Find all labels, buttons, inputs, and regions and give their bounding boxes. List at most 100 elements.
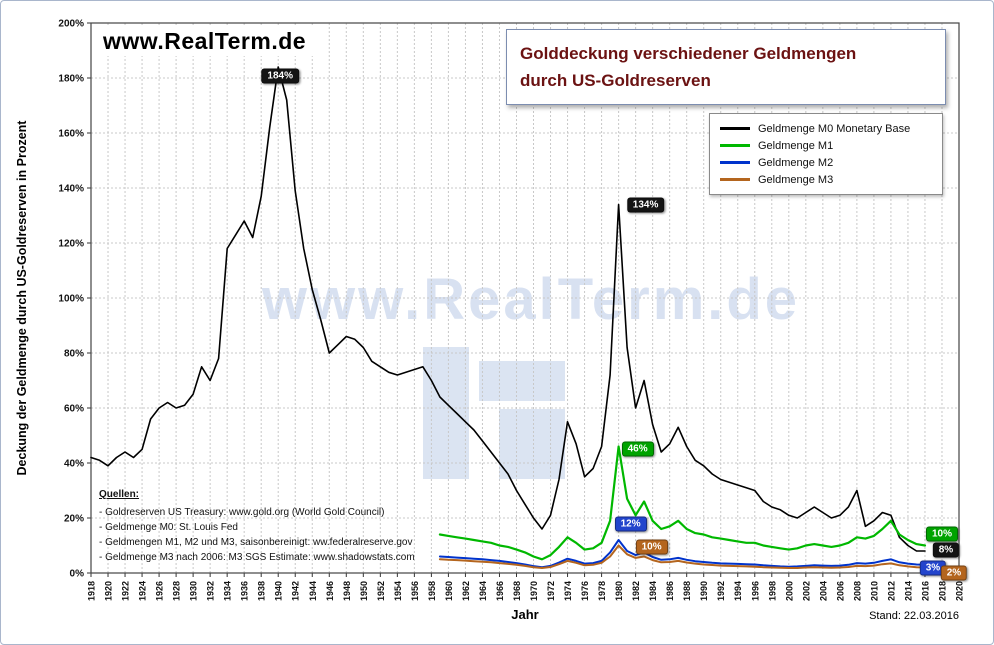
svg-text:1972: 1972 bbox=[546, 581, 556, 601]
y-axis-tick-labels: 0% 20% 40% 60% 80% 100% 120% 140% 160% 180% 200% bbox=[58, 19, 91, 580]
svg-text:1946: 1946 bbox=[325, 581, 335, 601]
svg-text:1962: 1962 bbox=[461, 581, 471, 601]
source-line: - Geldmengen M1, M2 und M3, saisonberein… bbox=[99, 537, 413, 548]
svg-text:1956: 1956 bbox=[410, 581, 420, 601]
svg-text:1942: 1942 bbox=[291, 581, 301, 601]
svg-text:2006: 2006 bbox=[835, 581, 845, 601]
series-line-3 bbox=[438, 544, 926, 569]
svg-text:1998: 1998 bbox=[767, 581, 777, 601]
svg-text:2020: 2020 bbox=[955, 581, 965, 601]
source-line: - Geldmenge M3 nach 2006: M3 SGS Estimat… bbox=[99, 552, 415, 563]
series-line-0 bbox=[90, 66, 926, 552]
svg-text:1992: 1992 bbox=[716, 581, 726, 601]
svg-text:2002: 2002 bbox=[801, 581, 811, 601]
series-line-1 bbox=[438, 445, 927, 561]
svg-text:1924: 1924 bbox=[138, 581, 148, 601]
legend-label-m2: Geldmenge M2 bbox=[758, 156, 834, 169]
svg-text:1960: 1960 bbox=[444, 581, 454, 601]
svg-text:1996: 1996 bbox=[750, 581, 760, 601]
svg-text:2016: 2016 bbox=[920, 581, 930, 601]
svg-text:2008: 2008 bbox=[852, 581, 862, 601]
svg-text:120%: 120% bbox=[58, 239, 84, 250]
svg-text:1936: 1936 bbox=[240, 581, 250, 601]
plot-border bbox=[90, 22, 960, 574]
realterm-logo: www.RealTerm.de bbox=[95, 27, 315, 56]
legend-item-m1: Geldmenge M1 bbox=[720, 137, 932, 154]
svg-text:2004: 2004 bbox=[818, 581, 828, 601]
stand-date: Stand: 22.03.2016 bbox=[869, 610, 959, 622]
svg-text:1944: 1944 bbox=[308, 581, 318, 601]
svg-text:1980: 1980 bbox=[614, 581, 624, 601]
svg-text:1950: 1950 bbox=[359, 581, 369, 601]
svg-text:1968: 1968 bbox=[512, 581, 522, 601]
svg-text:1970: 1970 bbox=[529, 581, 539, 601]
svg-text:160%: 160% bbox=[58, 129, 84, 140]
svg-text:1952: 1952 bbox=[376, 581, 386, 601]
legend-swatch-m3 bbox=[720, 178, 750, 181]
svg-text:1958: 1958 bbox=[427, 581, 437, 601]
svg-text:1990: 1990 bbox=[699, 581, 709, 601]
svg-text:1974: 1974 bbox=[563, 581, 573, 601]
series-line-2 bbox=[438, 539, 926, 569]
svg-text:www.RealTerm.de: www.RealTerm.de bbox=[261, 267, 800, 332]
svg-text:1964: 1964 bbox=[478, 581, 488, 601]
sources-heading: Quellen: bbox=[99, 489, 140, 500]
svg-text:2000: 2000 bbox=[784, 581, 794, 601]
svg-text:2018: 2018 bbox=[937, 581, 947, 601]
legend-swatch-m2 bbox=[720, 161, 750, 164]
svg-text:180%: 180% bbox=[58, 74, 84, 85]
watermark: www.RealTerm.de bbox=[261, 267, 800, 479]
svg-text:2014: 2014 bbox=[903, 581, 913, 601]
svg-text:1986: 1986 bbox=[665, 581, 675, 601]
svg-text:1920: 1920 bbox=[104, 581, 114, 601]
svg-text:1938: 1938 bbox=[257, 581, 267, 601]
svg-text:1982: 1982 bbox=[631, 581, 641, 601]
svg-text:1930: 1930 bbox=[189, 581, 199, 601]
svg-text:200%: 200% bbox=[58, 19, 84, 30]
x-axis-title: Jahr bbox=[511, 607, 539, 622]
y-axis-title: Deckung der Geldmenge durch US-Goldreser… bbox=[15, 120, 29, 476]
chart-title-box: Golddeckung verschiedener Geldmengen dur… bbox=[506, 29, 946, 106]
legend-item-m0: Geldmenge M0 Monetary Base bbox=[720, 120, 932, 137]
svg-text:1918: 1918 bbox=[87, 581, 97, 601]
source-line: - Geldmenge M0: St. Louis Fed bbox=[99, 522, 238, 533]
legend: Geldmenge M0 Monetary Base Geldmenge M1 … bbox=[709, 113, 943, 195]
svg-text:1934: 1934 bbox=[223, 581, 233, 601]
legend-item-m3: Geldmenge M3 bbox=[720, 171, 932, 188]
svg-text:20%: 20% bbox=[64, 514, 84, 525]
svg-text:60%: 60% bbox=[64, 404, 84, 415]
svg-text:1978: 1978 bbox=[597, 581, 607, 601]
svg-text:0%: 0% bbox=[70, 569, 85, 580]
svg-text:1922: 1922 bbox=[121, 581, 131, 601]
svg-text:1954: 1954 bbox=[393, 581, 403, 601]
chart-title-line1: Golddeckung verschiedener Geldmengen bbox=[520, 44, 857, 63]
svg-text:1928: 1928 bbox=[172, 581, 182, 601]
svg-text:2010: 2010 bbox=[869, 581, 879, 601]
x-axis-tick-labels: 1918 1920 1922 1924 1926 1928 1930 1932 1934 1936… bbox=[87, 573, 965, 601]
svg-text:1976: 1976 bbox=[580, 581, 590, 601]
source-line: - Goldreserven US Treasury: www.gold.org… bbox=[99, 507, 385, 518]
svg-text:100%: 100% bbox=[58, 294, 84, 305]
sources-block: Quellen: - Goldreserven US Treasury: www… bbox=[99, 487, 415, 565]
svg-text:140%: 140% bbox=[58, 184, 84, 195]
svg-text:1994: 1994 bbox=[733, 581, 743, 601]
svg-text:80%: 80% bbox=[64, 349, 84, 360]
chart-title-line2: durch US-Goldreserven bbox=[520, 71, 711, 91]
svg-text:1940: 1940 bbox=[274, 581, 284, 601]
svg-text:40%: 40% bbox=[64, 459, 84, 470]
legend-swatch-m1 bbox=[720, 144, 750, 147]
svg-text:1988: 1988 bbox=[682, 581, 692, 601]
svg-text:1966: 1966 bbox=[495, 581, 505, 601]
legend-item-m2: Geldmenge M2 bbox=[720, 154, 932, 171]
svg-text:1926: 1926 bbox=[155, 581, 165, 601]
svg-text:1948: 1948 bbox=[342, 581, 352, 601]
svg-text:2012: 2012 bbox=[886, 581, 896, 601]
legend-label-m1: Geldmenge M1 bbox=[758, 139, 834, 152]
legend-label-m0: Geldmenge M0 Monetary Base bbox=[758, 122, 911, 135]
legend-swatch-m0 bbox=[720, 127, 750, 130]
legend-label-m3: Geldmenge M3 bbox=[758, 173, 834, 186]
svg-text:1984: 1984 bbox=[648, 581, 658, 601]
svg-text:1932: 1932 bbox=[206, 581, 216, 601]
